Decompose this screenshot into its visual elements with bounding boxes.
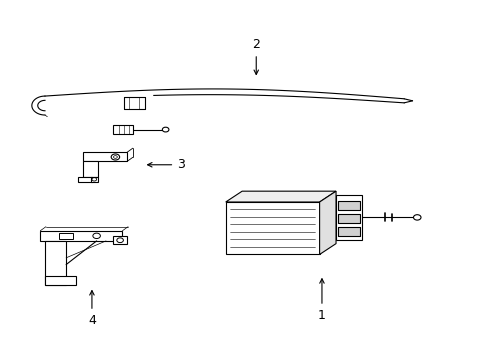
Polygon shape: [82, 161, 98, 177]
Polygon shape: [335, 194, 361, 240]
Polygon shape: [113, 125, 133, 134]
Polygon shape: [78, 177, 92, 182]
Polygon shape: [91, 177, 98, 182]
Polygon shape: [82, 152, 127, 161]
Polygon shape: [225, 202, 319, 255]
Polygon shape: [40, 231, 122, 241]
Text: 3: 3: [147, 158, 184, 171]
Polygon shape: [225, 191, 335, 202]
Polygon shape: [45, 276, 75, 285]
Polygon shape: [45, 241, 66, 285]
Polygon shape: [319, 191, 335, 255]
Polygon shape: [338, 226, 359, 236]
Text: 2: 2: [252, 38, 260, 75]
Polygon shape: [338, 201, 359, 210]
Polygon shape: [338, 214, 359, 223]
Polygon shape: [113, 236, 127, 244]
Text: 1: 1: [317, 279, 325, 322]
Text: 4: 4: [88, 291, 96, 327]
